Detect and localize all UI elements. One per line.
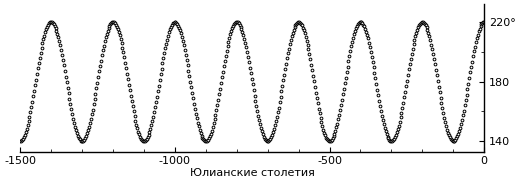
X-axis label: Юлианские столетия: Юлианские столетия xyxy=(190,168,315,178)
